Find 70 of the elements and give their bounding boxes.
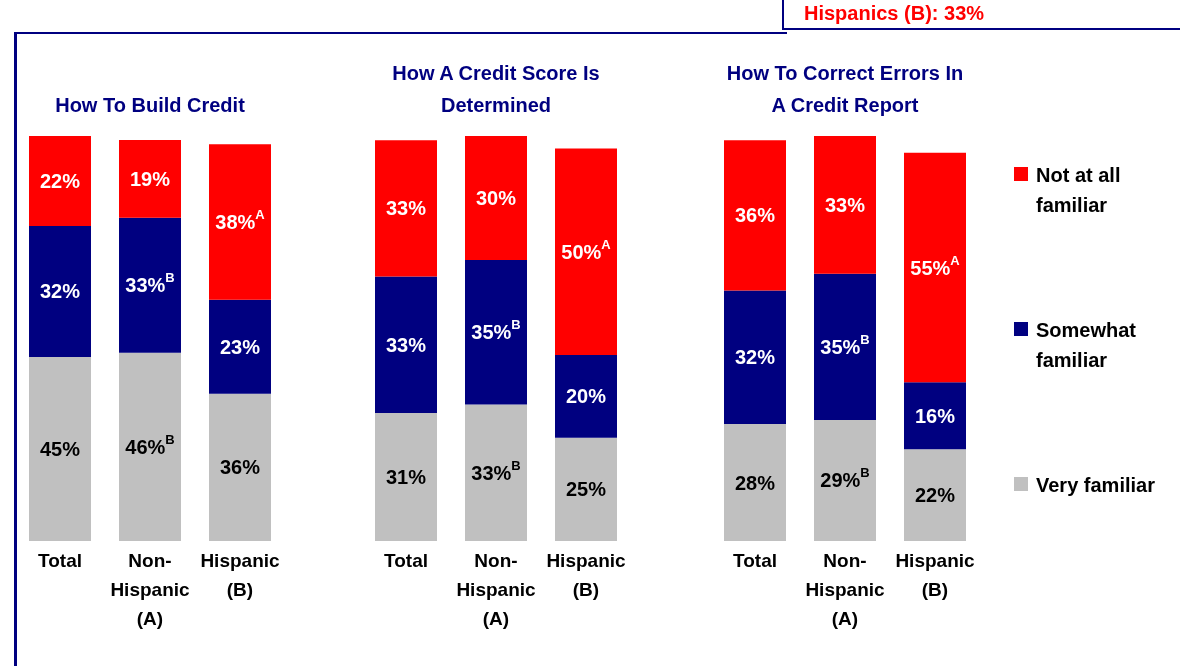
bar — [209, 144, 271, 300]
x-tick-label: Hispanic (B) — [895, 550, 976, 600]
bar — [465, 259, 527, 405]
bar — [814, 136, 876, 274]
data-label: 32% — [39, 280, 81, 303]
data-label: 36% — [219, 456, 261, 479]
data-label: 35%$^{B}$ — [471, 317, 521, 344]
chart-title: How To Build Credit — [54, 93, 246, 118]
chart-title: How To Correct Errors In A Credit Report — [725, 61, 965, 118]
bar — [724, 424, 786, 541]
text: Hispanics (B): 33% — [804, 2, 985, 25]
x-tick-label: Total — [733, 550, 777, 571]
bar — [724, 140, 786, 291]
bar — [904, 382, 966, 450]
bar — [119, 217, 181, 353]
data-label: 33%$^{B}$ — [471, 457, 521, 484]
data-label: 28% — [734, 471, 776, 494]
bar — [375, 140, 437, 277]
data-label: 30% — [475, 186, 517, 209]
bar — [465, 404, 527, 541]
data-label: 45% — [39, 437, 81, 460]
bar — [904, 152, 966, 383]
legend-label: Not at all familiar — [1036, 163, 1122, 218]
bar — [814, 273, 876, 420]
bar — [555, 355, 617, 438]
bar — [555, 437, 617, 541]
data-label: 38%$^{A}$ — [215, 206, 266, 233]
data-label: 36% — [734, 204, 776, 227]
data-label: 16% — [914, 404, 956, 427]
x-tick-label: Non- Hispanic (A) — [110, 550, 191, 629]
data-label: 22% — [39, 170, 81, 192]
bar — [904, 449, 966, 541]
data-label: 19% — [129, 167, 171, 190]
x-tick-label: Non- Hispanic (A) — [805, 550, 886, 629]
bar — [375, 276, 437, 413]
data-label: 35%$^{B}$ — [820, 331, 870, 358]
bar — [209, 299, 271, 394]
bar — [119, 352, 181, 541]
data-label: 20% — [565, 385, 607, 408]
bar — [119, 140, 181, 218]
data-label: 46%$^{B}$ — [125, 431, 175, 458]
data-label: 22% — [914, 484, 956, 507]
data-label: 32% — [734, 346, 776, 369]
data-label: 50%$^{A}$ — [561, 236, 612, 263]
legend-label: Somewhat familiar — [1036, 318, 1138, 373]
bar — [29, 226, 91, 357]
data-label: 33%$^{B}$ — [125, 270, 175, 297]
legend-label: Very familiar — [1036, 473, 1156, 498]
data-label: 33% — [824, 193, 866, 216]
bar — [724, 290, 786, 425]
data-label: 33% — [385, 333, 427, 356]
bar — [29, 136, 91, 226]
x-tick-label: Hispanic (B) — [546, 550, 627, 600]
bar — [555, 148, 617, 356]
x-tick-label: Total — [38, 550, 82, 571]
data-label: 29%$^{B}$ — [820, 465, 870, 492]
data-label: 55%$^{A}$ — [910, 252, 961, 279]
x-tick-label: Non- Hispanic (A) — [456, 550, 537, 629]
bar — [465, 136, 527, 260]
data-label: 23% — [219, 335, 261, 358]
bar — [375, 412, 437, 541]
chart-title: How A Credit Score Is Determined — [391, 61, 601, 118]
data-label: 31% — [385, 465, 427, 488]
bar — [209, 393, 271, 541]
x-tick-label: Hispanic (B) — [200, 550, 281, 600]
data-label: 33% — [385, 197, 427, 220]
bar — [814, 419, 876, 541]
bar — [29, 356, 91, 541]
data-label: 25% — [565, 478, 607, 501]
x-tick-label: Total — [384, 550, 428, 571]
